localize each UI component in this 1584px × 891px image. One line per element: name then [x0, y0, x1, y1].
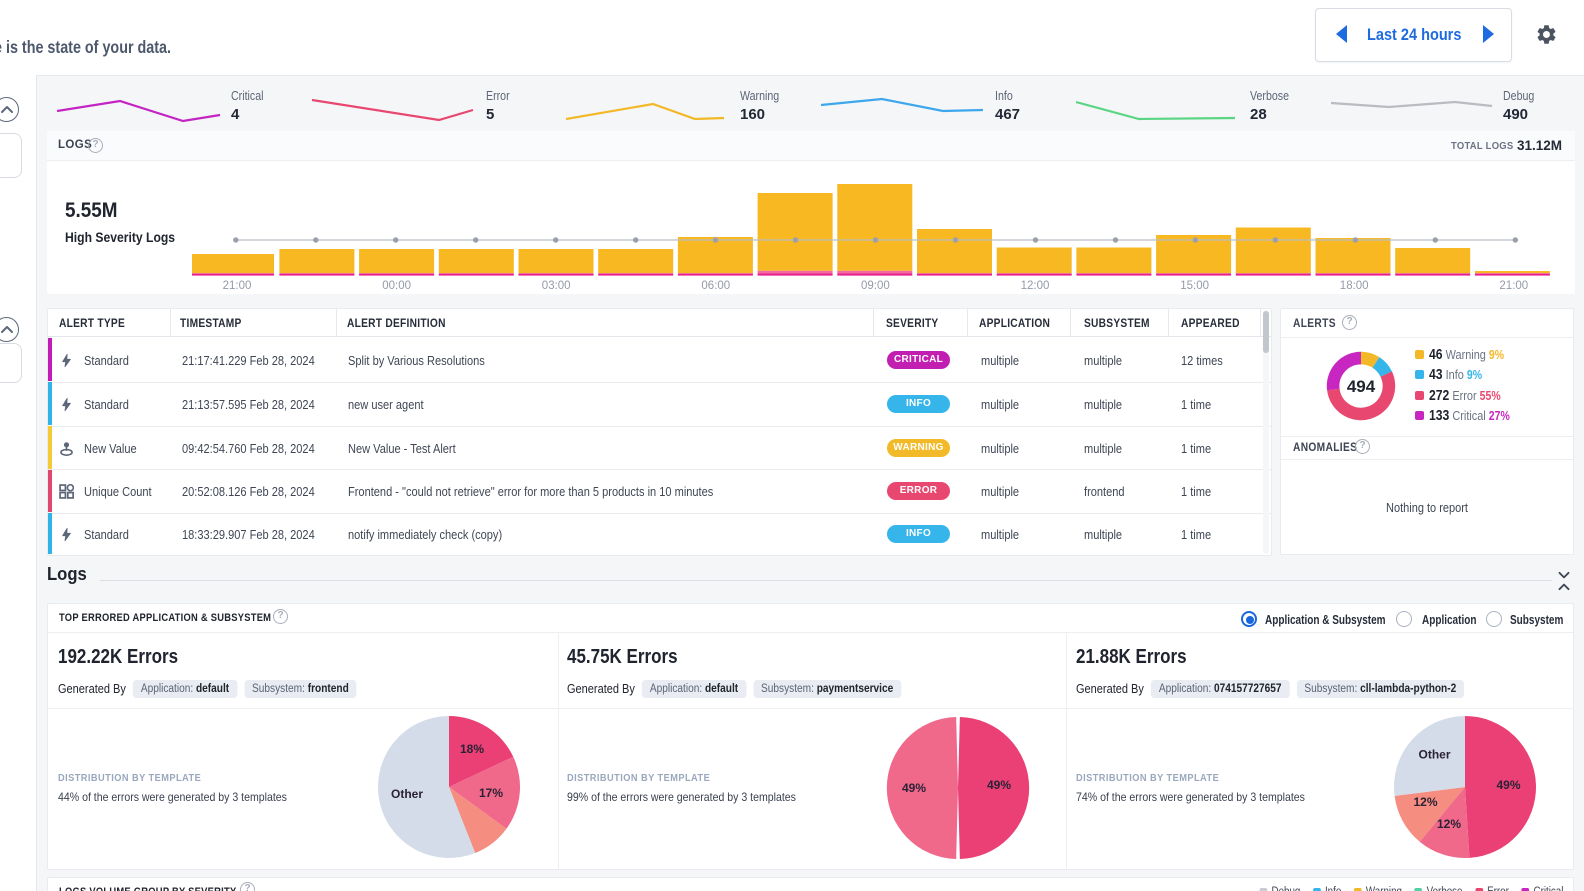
svg-text:18%: 18% [460, 742, 484, 756]
svg-text:12%: 12% [1413, 795, 1437, 809]
svg-text:49%: 49% [987, 778, 1011, 792]
svg-text:00:00: 00:00 [382, 280, 411, 292]
svg-text:09:00: 09:00 [861, 280, 890, 292]
svg-text:12:00: 12:00 [1021, 280, 1050, 292]
svg-text:03:00: 03:00 [542, 280, 571, 292]
svg-text:494: 494 [1347, 377, 1376, 396]
svg-text:49%: 49% [902, 781, 926, 795]
svg-text:18:00: 18:00 [1340, 280, 1369, 292]
svg-text:15:00: 15:00 [1180, 280, 1209, 292]
svg-text:Other: Other [391, 787, 423, 801]
svg-text:12%: 12% [1437, 817, 1461, 831]
svg-text:21:00: 21:00 [223, 280, 252, 292]
svg-text:Other: Other [1418, 748, 1450, 762]
svg-text:06:00: 06:00 [701, 280, 730, 292]
svg-text:17%: 17% [479, 786, 503, 800]
svg-text:21:00: 21:00 [1499, 280, 1528, 292]
svg-text:49%: 49% [1496, 778, 1520, 792]
